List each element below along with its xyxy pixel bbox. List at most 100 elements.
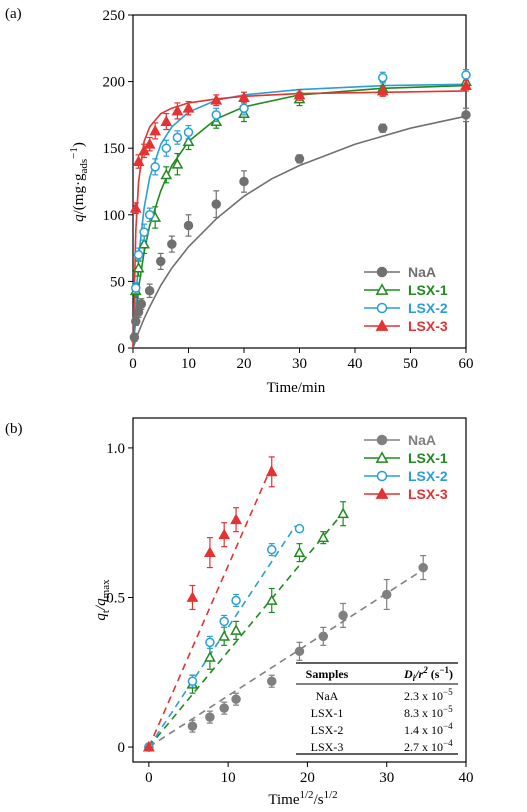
y-tick-label-0: 0: [118, 740, 126, 756]
x-tick-label-30: 30: [379, 770, 394, 786]
panel-a-label: (a): [5, 6, 22, 22]
naa-point: [187, 721, 198, 731]
table-row-diffusivity: 2.3 x 10−5: [404, 687, 453, 703]
naa-point: [318, 631, 329, 642]
panel-b-fit-lines: [148, 465, 427, 748]
naa-point: [378, 123, 388, 133]
lsx-2-point: [239, 103, 249, 113]
naa-point: [381, 589, 392, 600]
naa-point: [418, 562, 428, 573]
naa-point: [183, 220, 194, 231]
lsx-3-point: [265, 465, 278, 477]
lsx-3-point: [132, 155, 145, 166]
x-tick-label-40: 40: [348, 356, 363, 372]
naa-point: [294, 154, 305, 164]
y-tick-label-2: 100: [103, 208, 126, 224]
panel-a-y-axis-label: q/(mg·gads−1): [68, 142, 90, 222]
naa-point: [156, 256, 166, 267]
legend-lsx-2-marker: [376, 470, 388, 482]
naa-point: [461, 110, 471, 120]
legend-naa-label: NaA: [408, 264, 436, 280]
lsx-1-point: [337, 507, 349, 519]
x-tick-label-20: 20: [237, 356, 252, 372]
panel-a: (a) 0 10 20 30 40 50 60 0 50 100 150 200 250 Time/mi…: [5, 6, 474, 396]
naa-fit-line: [132, 115, 467, 349]
lsx-2-point: [231, 595, 241, 606]
lsx-3-point: [460, 79, 472, 91]
legend-lsx-1-label: LSX-1: [408, 282, 448, 298]
lsx-1-point: [182, 135, 195, 146]
lsx-2-point: [187, 676, 198, 686]
naa-point: [129, 332, 140, 343]
y-tick-label-1: 50: [110, 274, 125, 290]
lsx-3-point: [210, 94, 223, 105]
x-tick-label-30: 30: [292, 356, 307, 372]
lsx-2-point: [150, 162, 160, 172]
lsx-3-point: [160, 115, 173, 126]
x-tick-label-40: 40: [459, 770, 474, 786]
table-row-sample: NaA: [316, 689, 339, 703]
legend-lsx-2-label: LSX-2: [408, 468, 448, 484]
lsx-1-point: [132, 261, 145, 273]
panel-b-x-axis-label: Time1/2/s1/2: [268, 789, 337, 808]
panel-b-axes: 0 10 20 30 40 0 0.5 1.0: [106, 441, 473, 786]
lsx-3-point: [186, 591, 199, 602]
x-tick-label-50: 50: [403, 356, 418, 372]
lsx-3-point: [293, 88, 306, 100]
legend-lsx-2-label: LSX-2: [408, 300, 448, 316]
lsx-3-fit-line: [148, 465, 273, 748]
legend-lsx-3-marker: [375, 487, 389, 499]
panel-b-label: (b): [5, 421, 23, 437]
lsx-3-point: [218, 528, 231, 540]
panel-a-axes: 0 10 20 30 40 50 60 0 50 100 150 200 250: [103, 8, 474, 372]
legend-lsx-1-label: LSX-1: [408, 450, 448, 466]
lsx-2-point: [205, 637, 215, 648]
lsx-3-point: [129, 201, 142, 213]
table-row-sample: LSX-2: [311, 723, 344, 737]
y-tick-label-4: 200: [103, 75, 126, 91]
panel-a-data-points: [129, 69, 472, 343]
x-tick-label-0: 0: [145, 770, 153, 786]
panel-a-legend: NaA LSX-1 LSX-2 LSX-3: [364, 264, 448, 334]
x-tick-label-60: 60: [459, 356, 474, 372]
legend-naa-label: NaA: [408, 432, 436, 448]
panel-b: (b) 0 10 20 30 40 0 0.5 1.0 Time1/2/s1/2 qt/qma…: [5, 417, 474, 808]
lsx-2-point: [183, 127, 194, 137]
naa-point: [136, 299, 147, 309]
lsx-1-point: [171, 158, 184, 169]
naa-point: [167, 239, 177, 249]
naa-point: [338, 610, 348, 621]
legend-lsx-2-marker: [376, 302, 388, 314]
table-row-diffusivity: 8.3 x 10−5: [404, 704, 453, 720]
lsx-2-point: [378, 72, 388, 83]
lsx-2-point: [219, 616, 229, 627]
legend-naa-marker: [376, 434, 388, 446]
lsx-3-point: [238, 91, 250, 103]
table-rows: NaA 2.3 x 10−5 LSX-1 8.3 x 10−5 LSX-2 1.4 x 1…: [311, 687, 453, 754]
lsx-3-point: [138, 144, 150, 156]
naa-point: [239, 176, 249, 187]
legend-lsx-3-label: LSX-3: [408, 486, 448, 502]
panel-b-plot-frame: [132, 417, 467, 763]
naa-point: [231, 694, 241, 704]
table-header-samples: Samples: [306, 667, 349, 681]
lsx-3-point: [142, 740, 155, 752]
lsx-2-point: [133, 250, 144, 260]
naa-point: [219, 703, 229, 713]
y-tick-label-3: 150: [103, 141, 126, 157]
naa-point: [267, 676, 277, 686]
panel-a-plot-frame: [132, 14, 467, 349]
legend-lsx-1-marker: [375, 283, 389, 295]
y-tick-label-5: 250: [103, 8, 126, 24]
lsx-1-point: [265, 594, 278, 605]
lsx-1-point: [160, 168, 173, 180]
x-tick-label-0: 0: [129, 356, 137, 372]
lsx-2-fit-line: [132, 83, 467, 349]
table-row-diffusivity: 1.4 x 10−4: [404, 721, 453, 737]
panel-b-y-axis-label: qt/qmax: [93, 579, 112, 621]
lsx-1-fit-line: [148, 507, 348, 748]
lsx-2-point: [172, 132, 183, 143]
naa-point: [294, 646, 305, 657]
lsx-3-point: [182, 102, 195, 113]
